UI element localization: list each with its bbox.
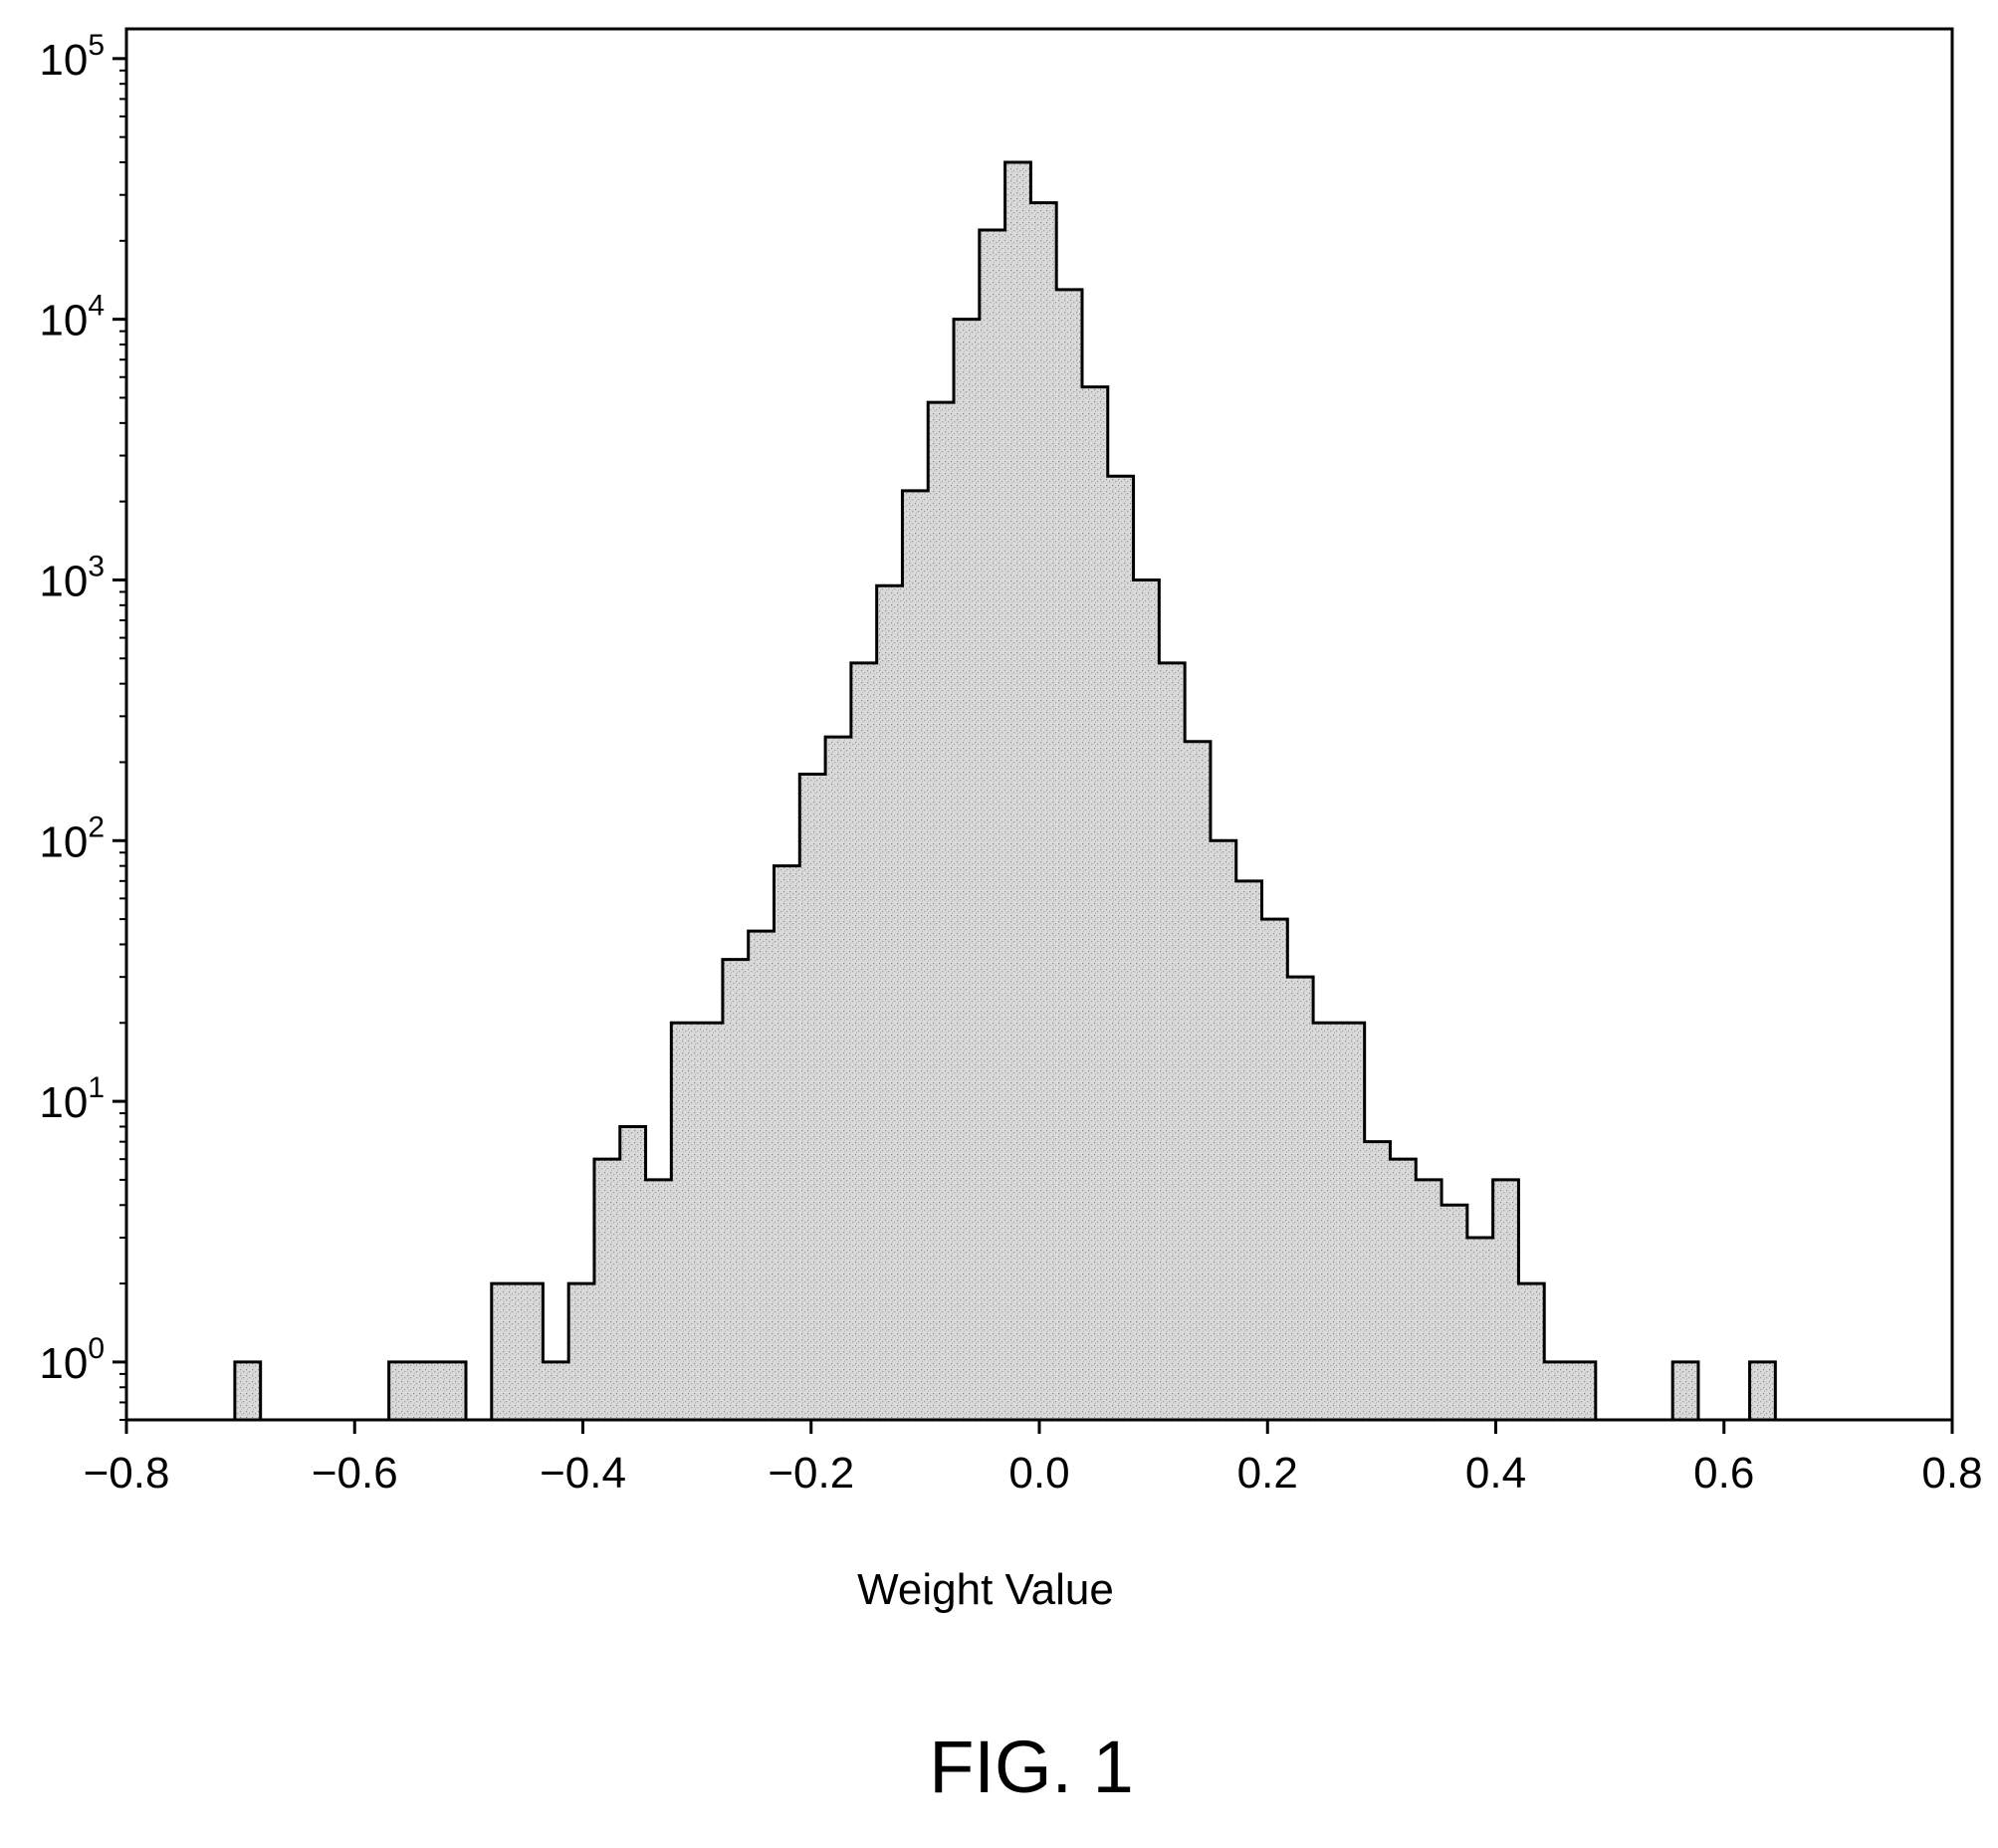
histogram-bar xyxy=(722,959,749,1420)
histogram-bar xyxy=(748,931,775,1420)
histogram-bar xyxy=(928,402,955,1420)
histogram-bar xyxy=(593,1159,620,1420)
x-tick-label: 0.4 xyxy=(1465,1449,1526,1498)
histogram-bar xyxy=(799,774,826,1420)
histogram-bar xyxy=(1416,1179,1443,1420)
histogram-bar xyxy=(1466,1237,1493,1420)
histogram-bar xyxy=(1518,1283,1545,1420)
histogram-bar xyxy=(1338,1023,1365,1420)
histogram-bar xyxy=(414,1361,441,1420)
histogram-bars xyxy=(234,162,1776,1421)
histogram-bar xyxy=(440,1361,467,1420)
y-axis-ticks: 100 101 102 103 104 105 xyxy=(39,29,126,1421)
x-axis-title: Weight Value xyxy=(857,1565,1114,1614)
histogram-bar xyxy=(1570,1361,1596,1420)
x-tick-label: 0.6 xyxy=(1693,1449,1754,1498)
histogram-bar xyxy=(1210,840,1236,1420)
histogram-bar xyxy=(1390,1159,1417,1420)
histogram-bar xyxy=(1056,289,1082,1421)
x-tick-label: −0.4 xyxy=(540,1449,626,1498)
histogram-bar xyxy=(1261,919,1288,1420)
x-tick-label: 0.8 xyxy=(1921,1449,1982,1498)
histogram-bar xyxy=(1235,880,1262,1420)
histogram-bar xyxy=(568,1283,594,1420)
histogram-bar xyxy=(543,1361,569,1420)
figure-caption: FIG. 1 xyxy=(929,1726,1134,1808)
x-tick-label: −0.6 xyxy=(312,1449,398,1498)
histogram-bar xyxy=(671,1023,698,1420)
histogram-bar xyxy=(1313,1023,1339,1420)
y-tick-label: 104 xyxy=(39,290,105,346)
histogram-bar xyxy=(774,865,800,1420)
histogram-bar xyxy=(619,1126,646,1420)
x-axis-ticks: −0.8 −0.6 −0.4 −0.2 0.0 0.2 0.4 0.6 0.8 xyxy=(84,1420,1983,1498)
histogram-bar xyxy=(876,585,903,1420)
histogram-bar xyxy=(954,319,980,1421)
histogram-bar xyxy=(645,1179,672,1420)
y-tick-label: 101 xyxy=(39,1071,105,1127)
histogram-bar xyxy=(979,229,1005,1420)
x-tick-label: 0.0 xyxy=(1008,1449,1069,1498)
histogram-bar xyxy=(1364,1141,1391,1420)
histogram-bar xyxy=(1081,386,1108,1421)
histogram-bar xyxy=(1185,741,1211,1420)
histogram-bar xyxy=(850,662,877,1420)
histogram-bar xyxy=(1749,1361,1776,1420)
histogram-bar xyxy=(902,490,929,1421)
histogram-bar xyxy=(491,1283,518,1420)
x-tick-label: −0.8 xyxy=(84,1449,170,1498)
histogram-bar xyxy=(234,1361,261,1420)
y-tick-label: 102 xyxy=(39,810,105,866)
histogram-bar xyxy=(1442,1205,1467,1420)
histogram-bar xyxy=(697,1023,723,1420)
histogram-bar xyxy=(1159,662,1186,1420)
histogram-bar xyxy=(1030,202,1057,1421)
histogram-bar xyxy=(1544,1361,1571,1420)
histogram-step-outline xyxy=(233,160,1777,1420)
histogram-bar xyxy=(1107,476,1134,1420)
y-tick-label: 103 xyxy=(39,550,105,605)
histogram-bar xyxy=(1004,162,1031,1421)
y-tick-label: 100 xyxy=(39,1332,105,1388)
y-tick-label: 105 xyxy=(39,29,105,85)
x-tick-label: −0.2 xyxy=(768,1449,854,1498)
histogram-bar xyxy=(1492,1179,1519,1420)
histogram-bar xyxy=(825,737,851,1420)
histogram-bar xyxy=(1287,977,1314,1420)
histogram-bar xyxy=(1133,579,1160,1420)
histogram-bar xyxy=(388,1361,415,1420)
histogram-bar xyxy=(1672,1361,1698,1420)
x-tick-label: 0.2 xyxy=(1237,1449,1298,1498)
histogram-bar xyxy=(517,1283,544,1420)
histogram-outline xyxy=(233,160,1777,1420)
